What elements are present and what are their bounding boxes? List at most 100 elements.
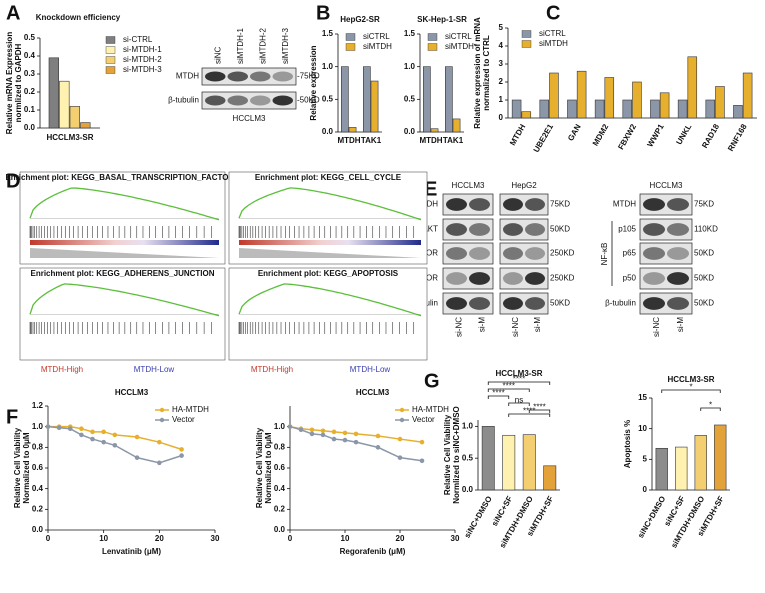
blot-row-label: p105: [618, 225, 636, 234]
x-tick-label: siNC+DMSO: [463, 495, 494, 540]
blot-frame: [201, 67, 297, 86]
x-tick-label: siNC+DMSO: [636, 495, 667, 540]
blot-frame: [201, 91, 297, 110]
point: [101, 429, 106, 435]
legend-label: siMTDH: [445, 42, 474, 51]
point: [45, 424, 51, 429]
point: [331, 429, 337, 435]
blot-marker: 250KD: [550, 274, 575, 283]
legend-label: siCTRL: [539, 29, 566, 38]
bar: [604, 77, 615, 119]
blot-band: [469, 198, 490, 211]
x-tick-label: WWP1: [645, 122, 666, 149]
legend-swatch: [399, 407, 405, 413]
cell-line: HCCLM3: [233, 114, 266, 123]
y-tick-label: 1.0: [32, 422, 44, 431]
legend-label: siMTDH: [539, 39, 568, 48]
y-tick-label: 0.0: [24, 123, 36, 132]
legend-swatch: [159, 407, 165, 413]
panel-letter: A: [6, 2, 20, 24]
blot-band: [469, 247, 490, 260]
x-tick-label: TAK1: [443, 136, 464, 145]
blot-row-label: p65: [623, 249, 637, 258]
point: [397, 436, 403, 442]
point: [342, 430, 348, 436]
bar: [452, 118, 461, 133]
legend-swatch: [399, 417, 405, 423]
point: [298, 427, 304, 433]
point: [157, 439, 162, 445]
y-tick-label: 0.0: [32, 525, 44, 534]
y-axis-sublabel: Normlized to siNC+DMSO: [452, 406, 461, 504]
x-tick-label: 10: [99, 534, 108, 543]
significance-bracket: [508, 413, 551, 417]
y-axis-label: Relative expression of mRNA: [473, 17, 482, 129]
group-label: HCCLM3: [452, 181, 485, 190]
significance-bracket: [700, 407, 721, 411]
blot-band: [272, 95, 293, 106]
panel-letter: G: [424, 370, 440, 392]
y-tick-label: 5: [643, 454, 648, 463]
legend-label: si-CTRL: [123, 35, 153, 44]
point: [157, 460, 162, 466]
bar: [714, 424, 727, 491]
y-tick-label: 0.0: [274, 525, 286, 534]
y-axis-label: Relative Cell Viability: [13, 427, 22, 508]
y-tick-label: 0.1: [24, 105, 36, 114]
gsea-title: Enrichment plot: KEGG_ADHERENS_JUNCTION: [30, 269, 214, 278]
lane-label: si-NC: [455, 317, 464, 337]
y-tick-label: 0.2: [24, 87, 36, 96]
y-tick-label: 0.2: [32, 504, 44, 513]
y-tick-label: 10: [638, 424, 647, 433]
legend-swatch: [521, 30, 532, 38]
x-tick-label: MTDH: [419, 136, 442, 145]
point: [287, 424, 293, 429]
bar: [444, 66, 453, 133]
gsea-frame: [19, 171, 226, 265]
gsea-title: Enrichment plot: KEGG_APOPTOSIS: [258, 269, 399, 278]
chart-title: Knockdown efficiency: [36, 13, 121, 22]
gsea-frame: [228, 171, 428, 265]
y-tick-label: 0.8: [274, 442, 286, 451]
y-tick-label: 0.2: [274, 504, 286, 513]
point: [90, 436, 95, 442]
point: [309, 427, 315, 433]
blot-band: [503, 272, 523, 285]
x-tick-label: HCCLM3-SR: [46, 133, 93, 142]
bar: [521, 111, 532, 119]
gsea-title: Enrichment plot: KEGG_BASAL_TRANSCRIPTIO…: [5, 173, 240, 182]
y-tick-label: 0.0: [404, 127, 416, 136]
blot-band: [503, 297, 523, 310]
point: [79, 432, 84, 438]
chart-title: HCCLM3: [356, 388, 390, 397]
y-tick-label: 2: [499, 77, 504, 86]
blot-band: [205, 71, 226, 82]
legend-label: siCTRL: [363, 32, 390, 41]
x-tick-label: 10: [341, 534, 350, 543]
y-tick-label: 0: [499, 113, 504, 122]
bar: [694, 435, 707, 491]
bar: [677, 99, 688, 119]
blot-marker: 50KD: [550, 225, 570, 234]
bar: [522, 434, 536, 491]
lane-label: siMTDH-3: [281, 27, 290, 64]
x-axis-label: Lenvatinib (μM): [102, 547, 161, 556]
blot-band: [667, 247, 689, 260]
lane-label: siMTDH-1: [236, 27, 245, 64]
blot-band: [469, 272, 490, 285]
bar: [511, 99, 522, 119]
blot-band: [503, 198, 523, 211]
blot-marker: 50KD: [550, 299, 570, 308]
y-tick-label: 0.4: [24, 51, 36, 60]
point: [112, 432, 118, 438]
bar: [340, 66, 349, 133]
legend-swatch: [521, 40, 532, 48]
point: [320, 428, 326, 434]
point: [419, 458, 425, 464]
blot-marker: 250KD: [550, 249, 575, 258]
y-tick-label: 0.6: [274, 463, 286, 472]
bar: [659, 92, 670, 119]
blot-band: [446, 247, 467, 260]
blot-band: [503, 247, 523, 260]
